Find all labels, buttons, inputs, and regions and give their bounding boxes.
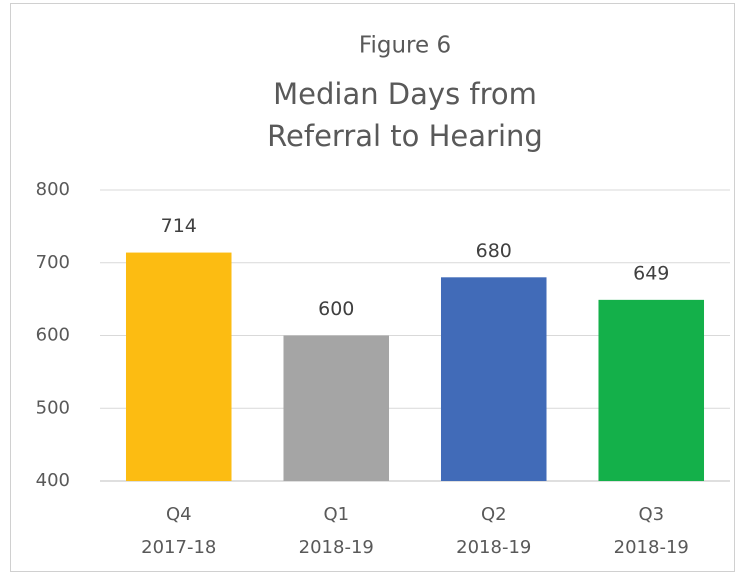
x-tick-label: Q3 [638,504,664,525]
data-label: 714 [161,215,197,237]
bar [283,335,390,481]
data-label: 649 [633,262,669,284]
x-tick-label: Q2 [481,504,507,525]
x-tick-label: 2018-19 [456,537,531,558]
chart-subtitle: Referral to Hearing [267,119,543,153]
x-tick-label: 2018-19 [614,537,689,558]
y-tick-label: 600 [36,325,70,346]
y-tick-label: 700 [36,252,70,273]
x-tick-label: Q1 [323,504,349,525]
x-tick-label: 2017-18 [141,537,216,558]
bar [125,252,232,481]
x-tick-label: Q4 [166,504,192,525]
y-tick-label: 500 [36,397,70,418]
bar [598,299,705,481]
y-tick-label: 800 [36,179,70,200]
y-tick-label: 400 [36,470,70,491]
x-tick-label: 2018-19 [299,537,374,558]
chart-subtitle: Median Days from [273,77,537,111]
bar [440,277,547,481]
data-label: 600 [318,298,354,320]
data-label: 680 [476,240,512,262]
chart-title: Figure 6 [359,33,451,59]
